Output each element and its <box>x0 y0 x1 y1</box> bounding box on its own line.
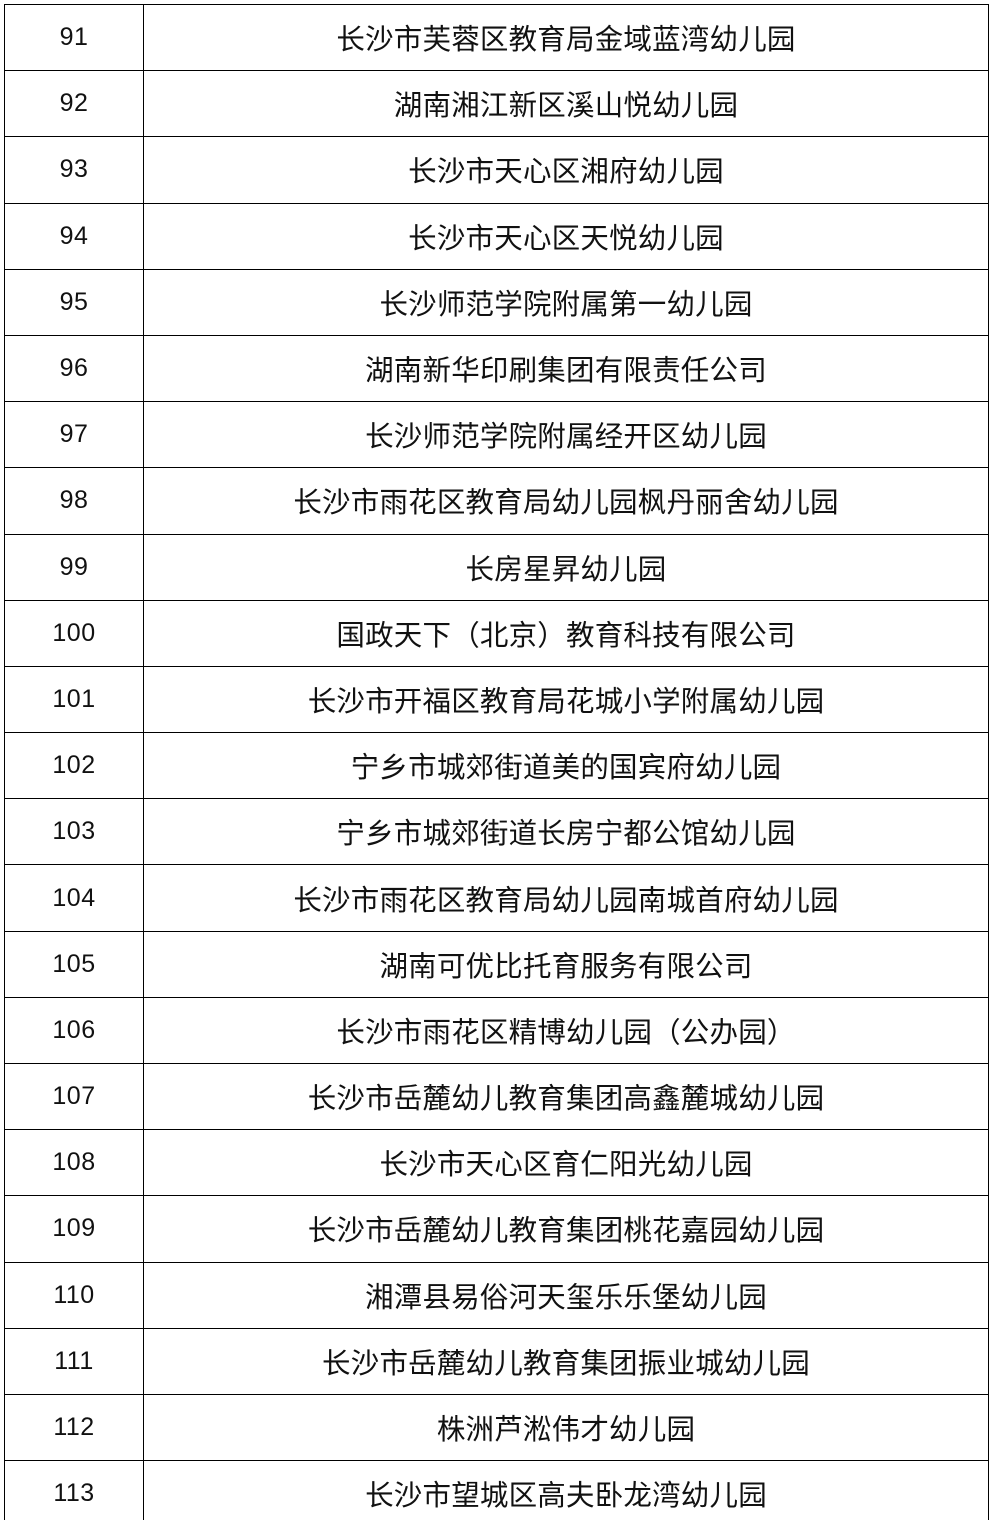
row-index-cell: 93 <box>4 136 144 204</box>
row-index-cell: 106 <box>4 996 144 1065</box>
unit-name-cell: 长沙师范学院附属第一幼儿园 <box>143 268 989 336</box>
unit-name-cell: 长沙市岳麓幼儿教育集团振业城幼儿园 <box>143 1327 989 1395</box>
table-row: 97 长沙师范学院附属经开区幼儿园 <box>4 401 989 469</box>
row-index-cell: 98 <box>4 467 144 535</box>
unit-name-cell: 长沙师范学院附属经开区幼儿园 <box>143 401 989 469</box>
table-row: 113 长沙市望城区高夫卧龙湾幼儿园 <box>4 1460 989 1520</box>
table-row: 96 湖南新华印刷集团有限责任公司 <box>4 334 989 403</box>
row-index-cell: 101 <box>4 665 144 734</box>
row-index-cell: 103 <box>4 798 144 866</box>
unit-name-cell: 宁乡市城郊街道长房宁都公馆幼儿园 <box>143 798 989 866</box>
table-row: 91 长沙市芙蓉区教育局金域蓝湾幼儿园 <box>4 3 989 72</box>
table-row: 110 湘潭县易俗河天玺乐乐堡幼儿园 <box>4 1261 989 1329</box>
table-row: 103 宁乡市城郊街道长房宁都公馆幼儿园 <box>4 798 989 866</box>
table-row: 99 长房星昇幼儿园 <box>4 533 989 601</box>
table-row: 94 长沙市天心区天悦幼儿园 <box>4 202 989 270</box>
row-index-cell: 100 <box>4 599 144 667</box>
table-row: 95 长沙师范学院附属第一幼儿园 <box>4 268 989 336</box>
row-index-cell: 97 <box>4 401 144 469</box>
unit-name-cell: 长沙市天心区湘府幼儿园 <box>143 136 989 204</box>
unit-name-cell: 长沙市雨花区精博幼儿园（公办园） <box>143 996 989 1065</box>
unit-name-cell: 长房星昇幼儿园 <box>143 533 989 601</box>
unit-name-cell: 长沙市雨花区教育局幼儿园枫丹丽舍幼儿园 <box>143 467 989 535</box>
unit-name-cell: 国政天下（北京）教育科技有限公司 <box>143 599 989 667</box>
row-index-cell: 107 <box>4 1062 144 1131</box>
table-row: 112 株洲芦淞伟才幼儿园 <box>4 1393 989 1462</box>
table-row: 101 长沙市开福区教育局花城小学附属幼儿园 <box>4 665 989 734</box>
table-row: 98 长沙市雨花区教育局幼儿园枫丹丽舍幼儿园 <box>4 467 989 535</box>
row-index-cell: 109 <box>4 1195 144 1263</box>
table-row: 104 长沙市雨花区教育局幼儿园南城首府幼儿园 <box>4 864 989 932</box>
table-row: 105 湖南可优比托育服务有限公司 <box>4 930 989 998</box>
row-index-cell: 95 <box>4 268 144 336</box>
row-index-cell: 92 <box>4 70 144 138</box>
unit-name-cell: 宁乡市城郊街道美的国宾府幼儿园 <box>143 732 989 800</box>
row-index-cell: 112 <box>4 1393 144 1462</box>
row-index-cell: 96 <box>4 334 144 403</box>
row-index-cell: 91 <box>4 3 144 72</box>
row-index-cell: 102 <box>4 732 144 800</box>
unit-name-cell: 长沙市岳麓幼儿教育集团桃花嘉园幼儿园 <box>143 1195 989 1263</box>
row-index-cell: 111 <box>4 1327 144 1395</box>
unit-name-cell: 湖南新华印刷集团有限责任公司 <box>143 334 989 403</box>
unit-name-cell: 湖南可优比托育服务有限公司 <box>143 930 989 998</box>
table-row: 92 湖南湘江新区溪山悦幼儿园 <box>4 70 989 138</box>
table-row: 100 国政天下（北京）教育科技有限公司 <box>4 599 989 667</box>
row-index-cell: 113 <box>4 1460 144 1520</box>
table-row: 102 宁乡市城郊街道美的国宾府幼儿园 <box>4 732 989 800</box>
table-row: 106 长沙市雨花区精博幼儿园（公办园） <box>4 996 989 1065</box>
table-body: 91 长沙市芙蓉区教育局金域蓝湾幼儿园 92 湖南湘江新区溪山悦幼儿园 93 长沙市天心区… <box>4 3 989 1520</box>
table-row: 109 长沙市岳麓幼儿教育集团桃花嘉园幼儿园 <box>4 1195 989 1263</box>
table-row: 107 长沙市岳麓幼儿教育集团高鑫麓城幼儿园 <box>4 1062 989 1131</box>
unit-name-cell: 长沙市岳麓幼儿教育集团高鑫麓城幼儿园 <box>143 1062 989 1131</box>
row-index-cell: 110 <box>4 1261 144 1329</box>
row-index-cell: 108 <box>4 1129 144 1197</box>
unit-name-cell: 长沙市望城区高夫卧龙湾幼儿园 <box>143 1460 989 1520</box>
unit-name-cell: 湘潭县易俗河天玺乐乐堡幼儿园 <box>143 1261 989 1329</box>
row-index-cell: 99 <box>4 533 144 601</box>
table-row: 93 长沙市天心区湘府幼儿园 <box>4 136 989 204</box>
unit-name-cell: 长沙市开福区教育局花城小学附属幼儿园 <box>143 665 989 734</box>
unit-name-cell: 株洲芦淞伟才幼儿园 <box>143 1393 989 1462</box>
unit-name-cell: 长沙市天心区天悦幼儿园 <box>143 202 989 270</box>
table-row: 108 长沙市天心区育仁阳光幼儿园 <box>4 1129 989 1197</box>
unit-listing-table: 91 长沙市芙蓉区教育局金域蓝湾幼儿园 92 湖南湘江新区溪山悦幼儿园 93 长沙市天心区… <box>4 3 989 1520</box>
unit-name-cell: 长沙市天心区育仁阳光幼儿园 <box>143 1129 989 1197</box>
row-index-cell: 104 <box>4 864 144 932</box>
table-row: 111 长沙市岳麓幼儿教育集团振业城幼儿园 <box>4 1327 989 1395</box>
unit-name-cell: 长沙市芙蓉区教育局金域蓝湾幼儿园 <box>143 3 989 72</box>
unit-name-cell: 长沙市雨花区教育局幼儿园南城首府幼儿园 <box>143 864 989 932</box>
unit-name-cell: 湖南湘江新区溪山悦幼儿园 <box>143 70 989 138</box>
row-index-cell: 105 <box>4 930 144 998</box>
row-index-cell: 94 <box>4 202 144 270</box>
